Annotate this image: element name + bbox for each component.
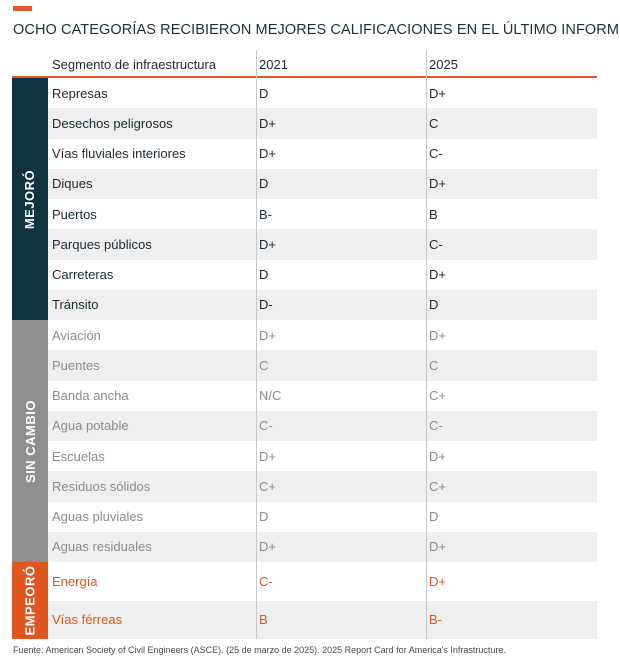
grade-2021-cell: D+ — [259, 236, 276, 252]
group-label-nochange: SIN CAMBIO — [12, 320, 48, 562]
segment-cell: Carreteras — [52, 267, 114, 283]
segment-cell: Residuos sólidos — [52, 478, 151, 494]
segment-cell: Escuelas — [52, 448, 105, 464]
grade-2021-cell: D+ — [259, 448, 276, 464]
table-row: Puentes C C — [48, 350, 597, 381]
segment-cell: Tránsito — [52, 297, 99, 313]
grade-2021-cell: D- — [259, 297, 273, 313]
column-divider-2021 — [256, 50, 257, 639]
grade-2021-cell: D — [259, 176, 269, 192]
grade-2025-cell: D+ — [429, 573, 446, 589]
table-row: Aviación D+ D+ — [48, 320, 597, 350]
grade-2021-cell: D — [259, 509, 269, 525]
grade-2021-cell: C- — [259, 418, 273, 434]
grade-2025-cell: D+ — [429, 176, 446, 192]
grade-2021-cell: D+ — [259, 327, 276, 343]
accent-bar — [13, 6, 32, 11]
header-segment: Segmento de infraestructura — [52, 57, 217, 72]
grade-2025-cell: C- — [429, 236, 443, 252]
grade-2025-cell: C — [429, 115, 439, 131]
table-row: Vías fluviales interiores D+ C- — [48, 139, 597, 169]
grade-2021-cell: N/C — [259, 388, 282, 404]
page-title: OCHO CATEGORÍAS RECIBIERON MEJORES CALIF… — [13, 22, 620, 38]
grade-2025-cell: C+ — [429, 478, 446, 494]
group-label-text: SIN CAMBIO — [22, 399, 38, 483]
group-label-text: EMPEORÓ — [22, 565, 38, 636]
column-divider-2025 — [426, 50, 427, 639]
segment-cell: Desechos peligrosos — [52, 115, 173, 131]
grade-2021-cell: C- — [259, 573, 273, 589]
segment-cell: Banda ancha — [52, 388, 129, 404]
table-row: Desechos peligrosos D+ C — [48, 108, 597, 139]
table-row: Energía C- D+ — [48, 562, 597, 601]
table-row: Escuelas D+ D+ — [48, 441, 597, 471]
group-label-worse: EMPEORÓ — [12, 562, 48, 639]
grade-2025-cell: D+ — [429, 327, 446, 343]
table-row: Banda ancha N/C C+ — [48, 381, 597, 411]
table-header: Segmento de infraestructura 2021 2025 — [12, 50, 597, 77]
segment-cell: Aguas residuales — [52, 539, 152, 555]
table-row: Diques D D+ — [48, 168, 597, 199]
table-row: Aguas residuales D+ D+ — [48, 531, 597, 562]
grade-2025-cell: D — [429, 297, 439, 313]
segment-cell: Parques públicos — [52, 236, 152, 252]
grade-2021-cell: D — [259, 85, 269, 101]
grade-2021-cell: D+ — [259, 539, 276, 555]
grade-2025-cell: C — [429, 357, 439, 373]
segment-cell: Aguas pluviales — [52, 509, 144, 525]
grade-2025-cell: C+ — [429, 388, 446, 404]
group-label-text: MEJORÓ — [22, 169, 38, 229]
table-row: Residuos sólidos C+ C+ — [48, 471, 597, 502]
segment-cell: Diques — [52, 176, 93, 192]
grade-2025-cell: D+ — [429, 448, 446, 464]
group-label-improved: MEJORÓ — [12, 78, 48, 320]
grade-2021-cell: C — [259, 357, 269, 373]
header-divider — [12, 76, 597, 78]
table-row: Agua potable C- C- — [48, 410, 597, 441]
header-year-2025: 2025 — [429, 57, 458, 72]
table-row: Tránsito D- D — [48, 289, 597, 320]
table-row: Represas D D+ — [48, 78, 597, 108]
source-note: Fuente: American Society of Civil Engine… — [13, 645, 506, 655]
grade-2025-cell: D+ — [429, 85, 446, 101]
table-row: Puertos B- B — [48, 199, 597, 229]
grade-2025-cell: C- — [429, 146, 443, 162]
table-row: Carreteras D D+ — [48, 260, 597, 290]
header-year-2021: 2021 — [259, 57, 288, 72]
grade-2021-cell: B — [259, 612, 268, 628]
segment-cell: Aviación — [52, 327, 101, 343]
grade-2021-cell: B- — [259, 206, 272, 222]
table-row: Parques públicos D+ C- — [48, 229, 597, 260]
grade-2025-cell: B — [429, 206, 438, 222]
grade-2025-cell: B- — [429, 612, 442, 628]
segment-cell: Represas — [52, 85, 108, 101]
segment-cell: Puentes — [52, 357, 100, 373]
segment-cell: Puertos — [52, 206, 97, 222]
table-row: Aguas pluviales D D — [48, 502, 597, 532]
segment-cell: Vías férreas — [52, 612, 123, 628]
grade-2025-cell: D — [429, 509, 439, 525]
grade-2021-cell: D+ — [259, 115, 276, 131]
grade-2025-cell: C- — [429, 418, 443, 434]
segment-cell: Agua potable — [52, 418, 129, 434]
segment-cell: Vías fluviales interiores — [52, 146, 186, 162]
grade-2021-cell: C+ — [259, 478, 276, 494]
grade-2025-cell: D+ — [429, 267, 446, 283]
grade-2025-cell: D+ — [429, 539, 446, 555]
segment-cell: Energía — [52, 573, 98, 589]
grade-2021-cell: D+ — [259, 146, 276, 162]
grade-2021-cell: D — [259, 267, 269, 283]
table-row: Vías férreas B B- — [48, 600, 597, 639]
